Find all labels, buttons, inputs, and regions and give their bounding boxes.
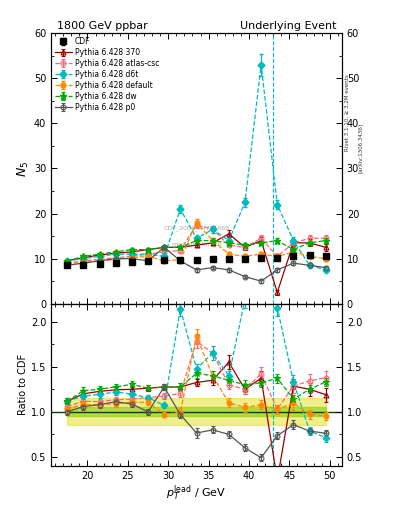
Text: CDF_2001_S4751469: CDF_2001_S4751469 bbox=[163, 225, 230, 231]
Y-axis label: Ratio to CDF: Ratio to CDF bbox=[18, 354, 28, 415]
Text: Underlying Event: Underlying Event bbox=[240, 20, 336, 31]
Text: 1800 GeV ppbar: 1800 GeV ppbar bbox=[57, 20, 148, 31]
Text: mcplots.cern.ch: mcplots.cern.ch bbox=[171, 242, 222, 247]
Y-axis label: $N_5$: $N_5$ bbox=[16, 160, 31, 177]
Text: [arXiv:1306.3436]: [arXiv:1306.3436] bbox=[358, 123, 363, 174]
Text: Rivet 3.1.10, ≥ 3.2M events: Rivet 3.1.10, ≥ 3.2M events bbox=[345, 74, 350, 151]
X-axis label: $p_T^{\rm lead}$ / GeV: $p_T^{\rm lead}$ / GeV bbox=[166, 483, 227, 503]
Legend: CDF, Pythia 6.428 370, Pythia 6.428 atlas-csc, Pythia 6.428 d6t, Pythia 6.428 de: CDF, Pythia 6.428 370, Pythia 6.428 atla… bbox=[53, 35, 161, 113]
